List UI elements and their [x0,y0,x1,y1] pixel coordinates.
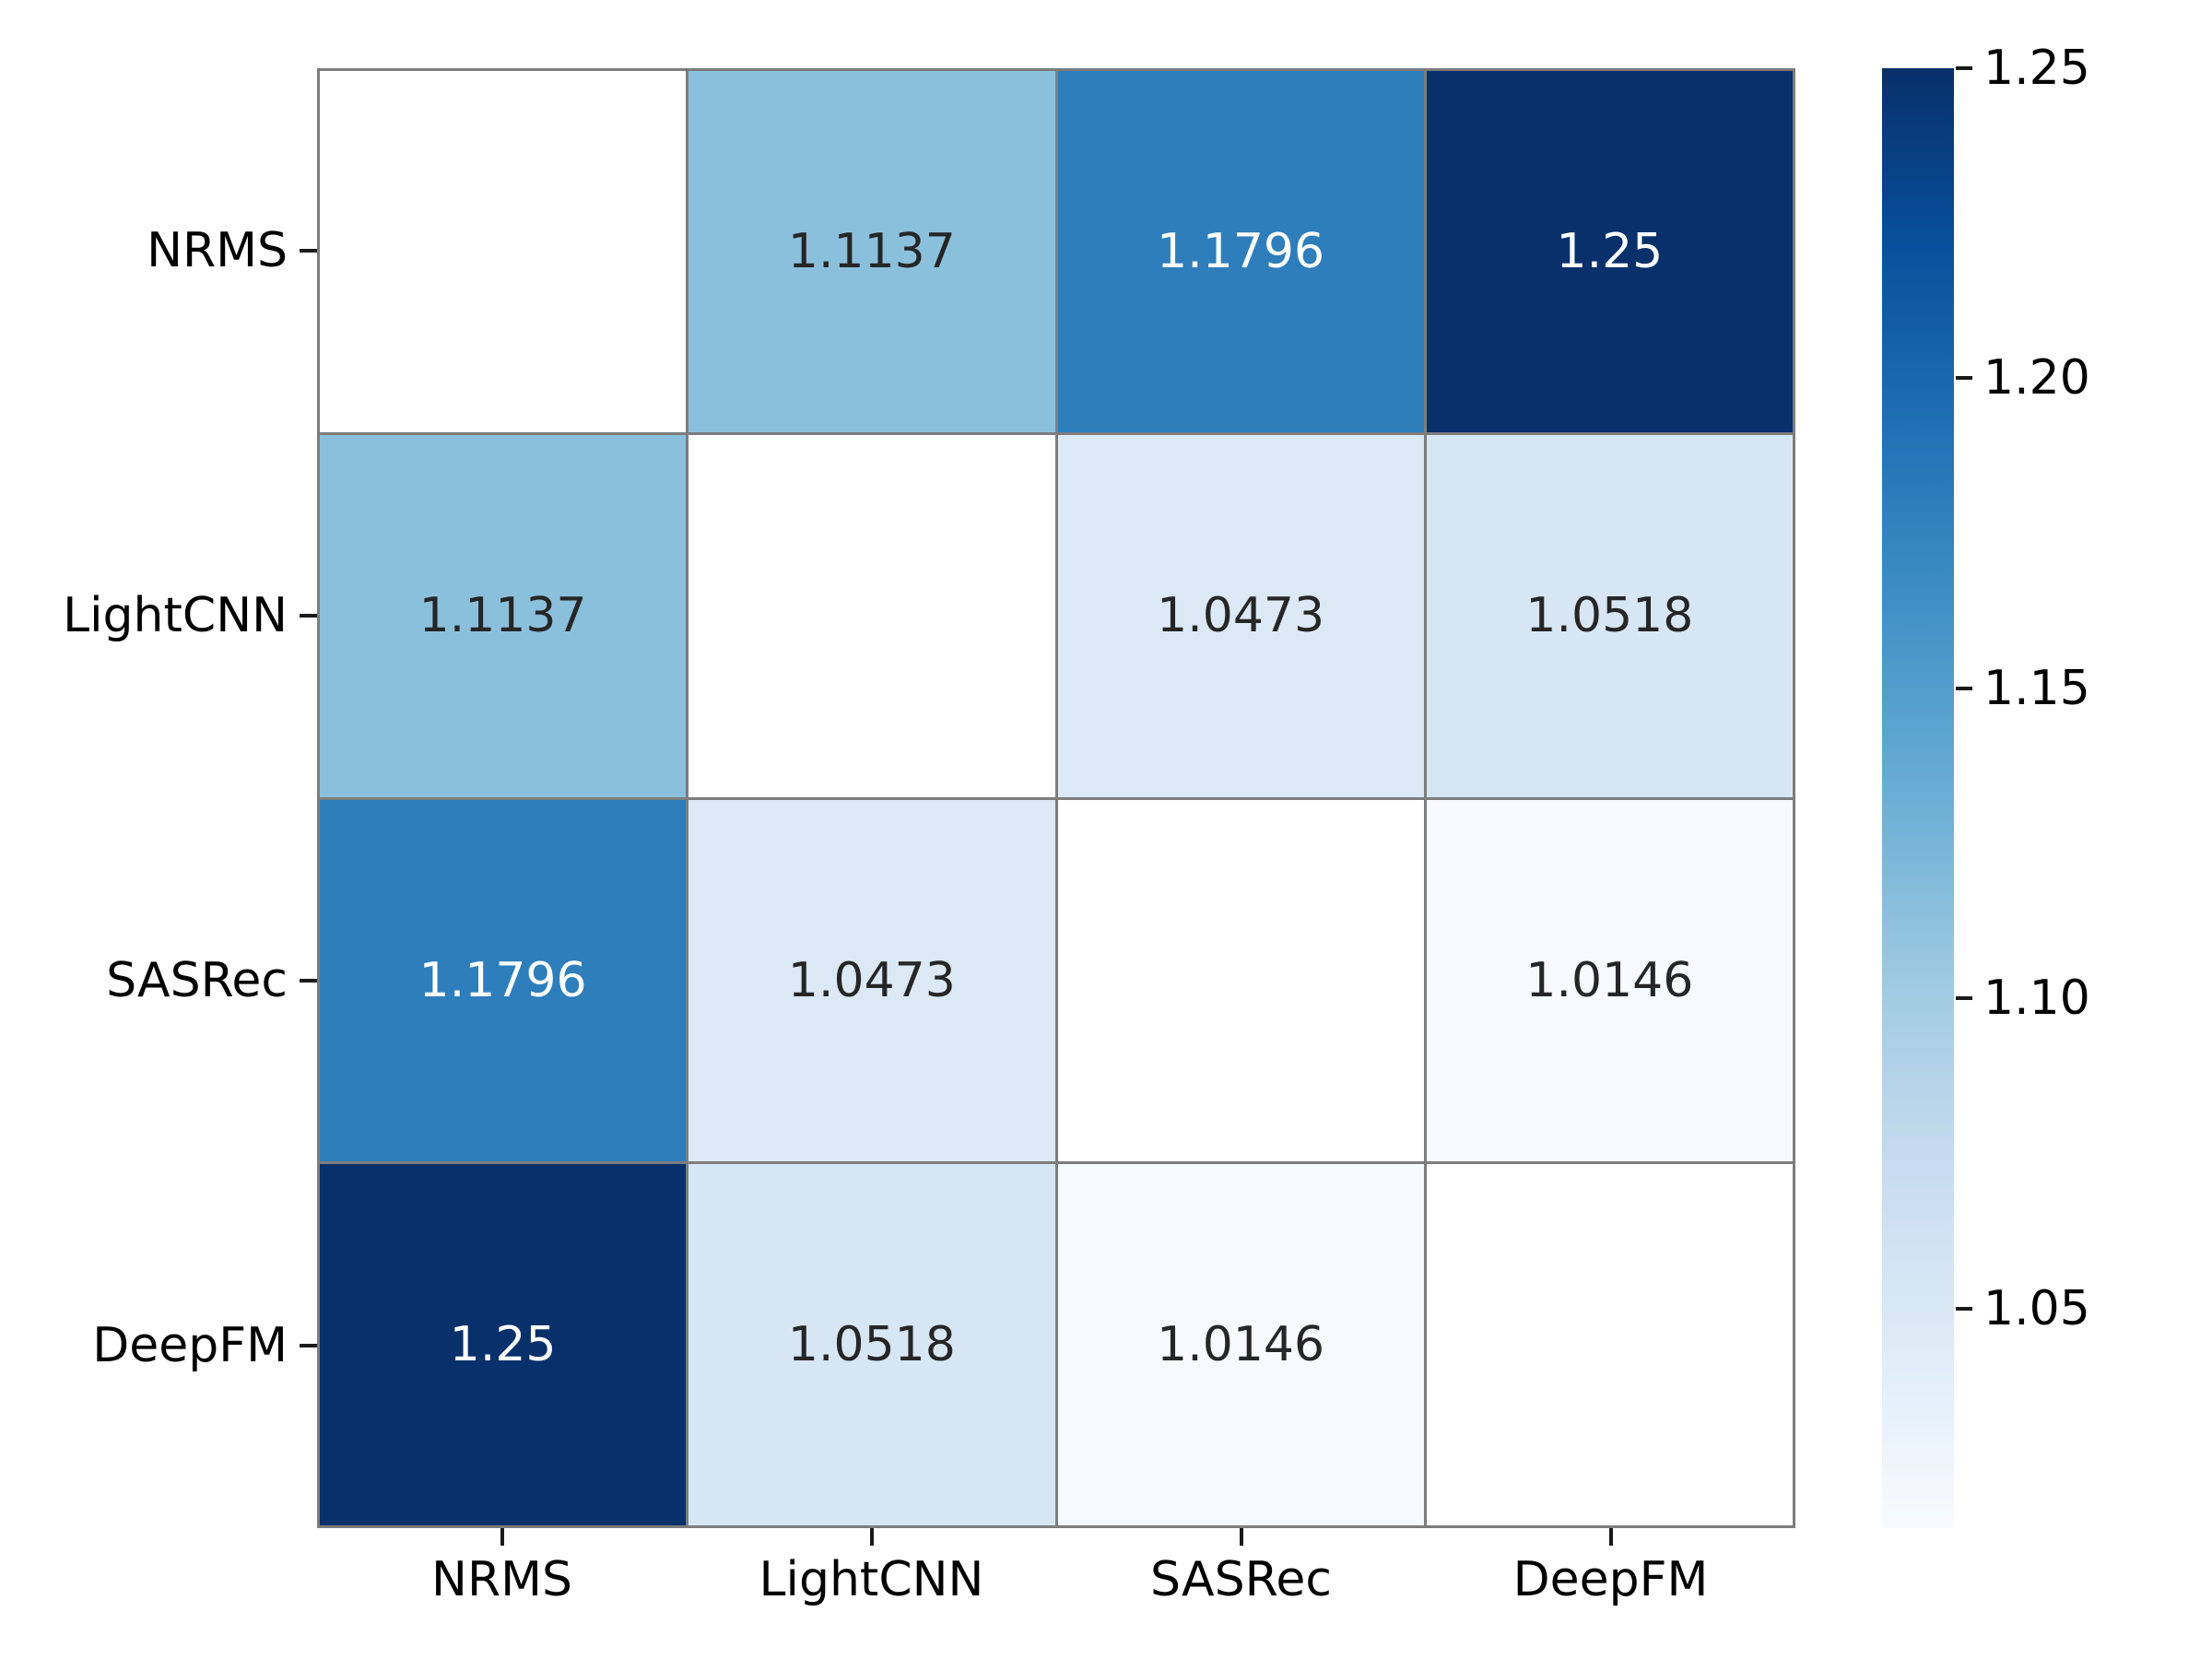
heatmap-cell-NRMS-NRMS [320,71,687,433]
y-axis-tick-marks [300,68,317,1528]
heatmap-cell-LightCNN-NRMS: 1.1137 [320,435,687,797]
x-axis-label-NRMS: NRMS [431,1552,572,1607]
colorbar-tick-mark [1956,376,1972,381]
colorbar-tick-label-1.20: 1.20 [1983,350,2090,406]
x-axis-label-LightCNN: LightCNN [759,1552,984,1607]
x-tick-mark [1608,1528,1613,1546]
heatmap-cell-NRMS-LightCNN: 1.1137 [688,71,1055,433]
heatmap-grid: 1.1137 1.1796 1.25 1.1137 1.0473 1.0518 1.1796… [317,68,1795,1528]
y-tick-mark [300,614,317,618]
colorbar-tick-mark [1956,66,1972,70]
colorbar-tick-label-1.10: 1.10 [1983,971,2090,1027]
y-tick-mark [300,1344,317,1347]
colorbar-tick-label-1.15: 1.15 [1983,660,2090,716]
heatmap-cell-LightCNN-DeepFM: 1.0518 [1426,435,1793,797]
heatmap-cell-LightCNN-LightCNN [688,435,1055,797]
heatmap-cell-DeepFM-NRMS: 1.25 [320,1163,687,1525]
colorbar-tick-mark [1956,686,1972,690]
colorbar-tick-label-1.05: 1.05 [1983,1280,2090,1336]
heatmap-cell-NRMS-SASRec: 1.1796 [1057,71,1424,433]
heatmap-cell-SASRec-SASRec [1057,799,1424,1161]
colorbar-gradient [1882,68,1954,1528]
x-tick-mark [869,1528,874,1546]
y-axis-label-LightCNN: LightCNN [63,588,288,643]
x-axis-tick-marks [317,1528,1795,1546]
y-axis-label-DeepFM: DeepFM [92,1318,288,1373]
heatmap-cell-DeepFM-DeepFM [1426,1163,1793,1525]
x-tick-mark [500,1528,504,1546]
y-tick-mark [300,249,317,253]
colorbar-tick-mark [1956,996,1972,1001]
heatmap-cell-LightCNN-SASRec: 1.0473 [1057,435,1424,797]
colorbar-ticks: 1.25 1.20 1.15 1.10 1.05 [1954,41,2212,1528]
y-axis-label-SASRec: SASRec [106,953,288,1008]
heatmap-cell-SASRec-NRMS: 1.1796 [320,799,687,1161]
heatmap-cell-DeepFM-LightCNN: 1.0518 [688,1163,1055,1525]
x-axis-label-DeepFM: DeepFM [1512,1552,1709,1607]
y-axis-label-NRMS: NRMS [147,223,288,278]
x-axis-label-SASRec: SASRec [1150,1552,1332,1607]
y-axis-labels: NRMS LightCNN SASRec DeepFM [0,68,288,1528]
x-axis-labels: NRMS LightCNN SASRec DeepFM [317,1552,1795,1607]
colorbar-tick-mark [1956,1306,1972,1311]
heatmap-cell-SASRec-DeepFM: 1.0146 [1426,799,1793,1161]
heatmap-cell-DeepFM-SASRec: 1.0146 [1057,1163,1424,1525]
heatmap-cell-NRMS-DeepFM: 1.25 [1426,71,1793,433]
x-tick-mark [1239,1528,1243,1546]
y-tick-mark [300,979,317,982]
colorbar-tick-label-1.25: 1.25 [1983,41,2090,96]
heatmap-cell-SASRec-LightCNN: 1.0473 [688,799,1055,1161]
